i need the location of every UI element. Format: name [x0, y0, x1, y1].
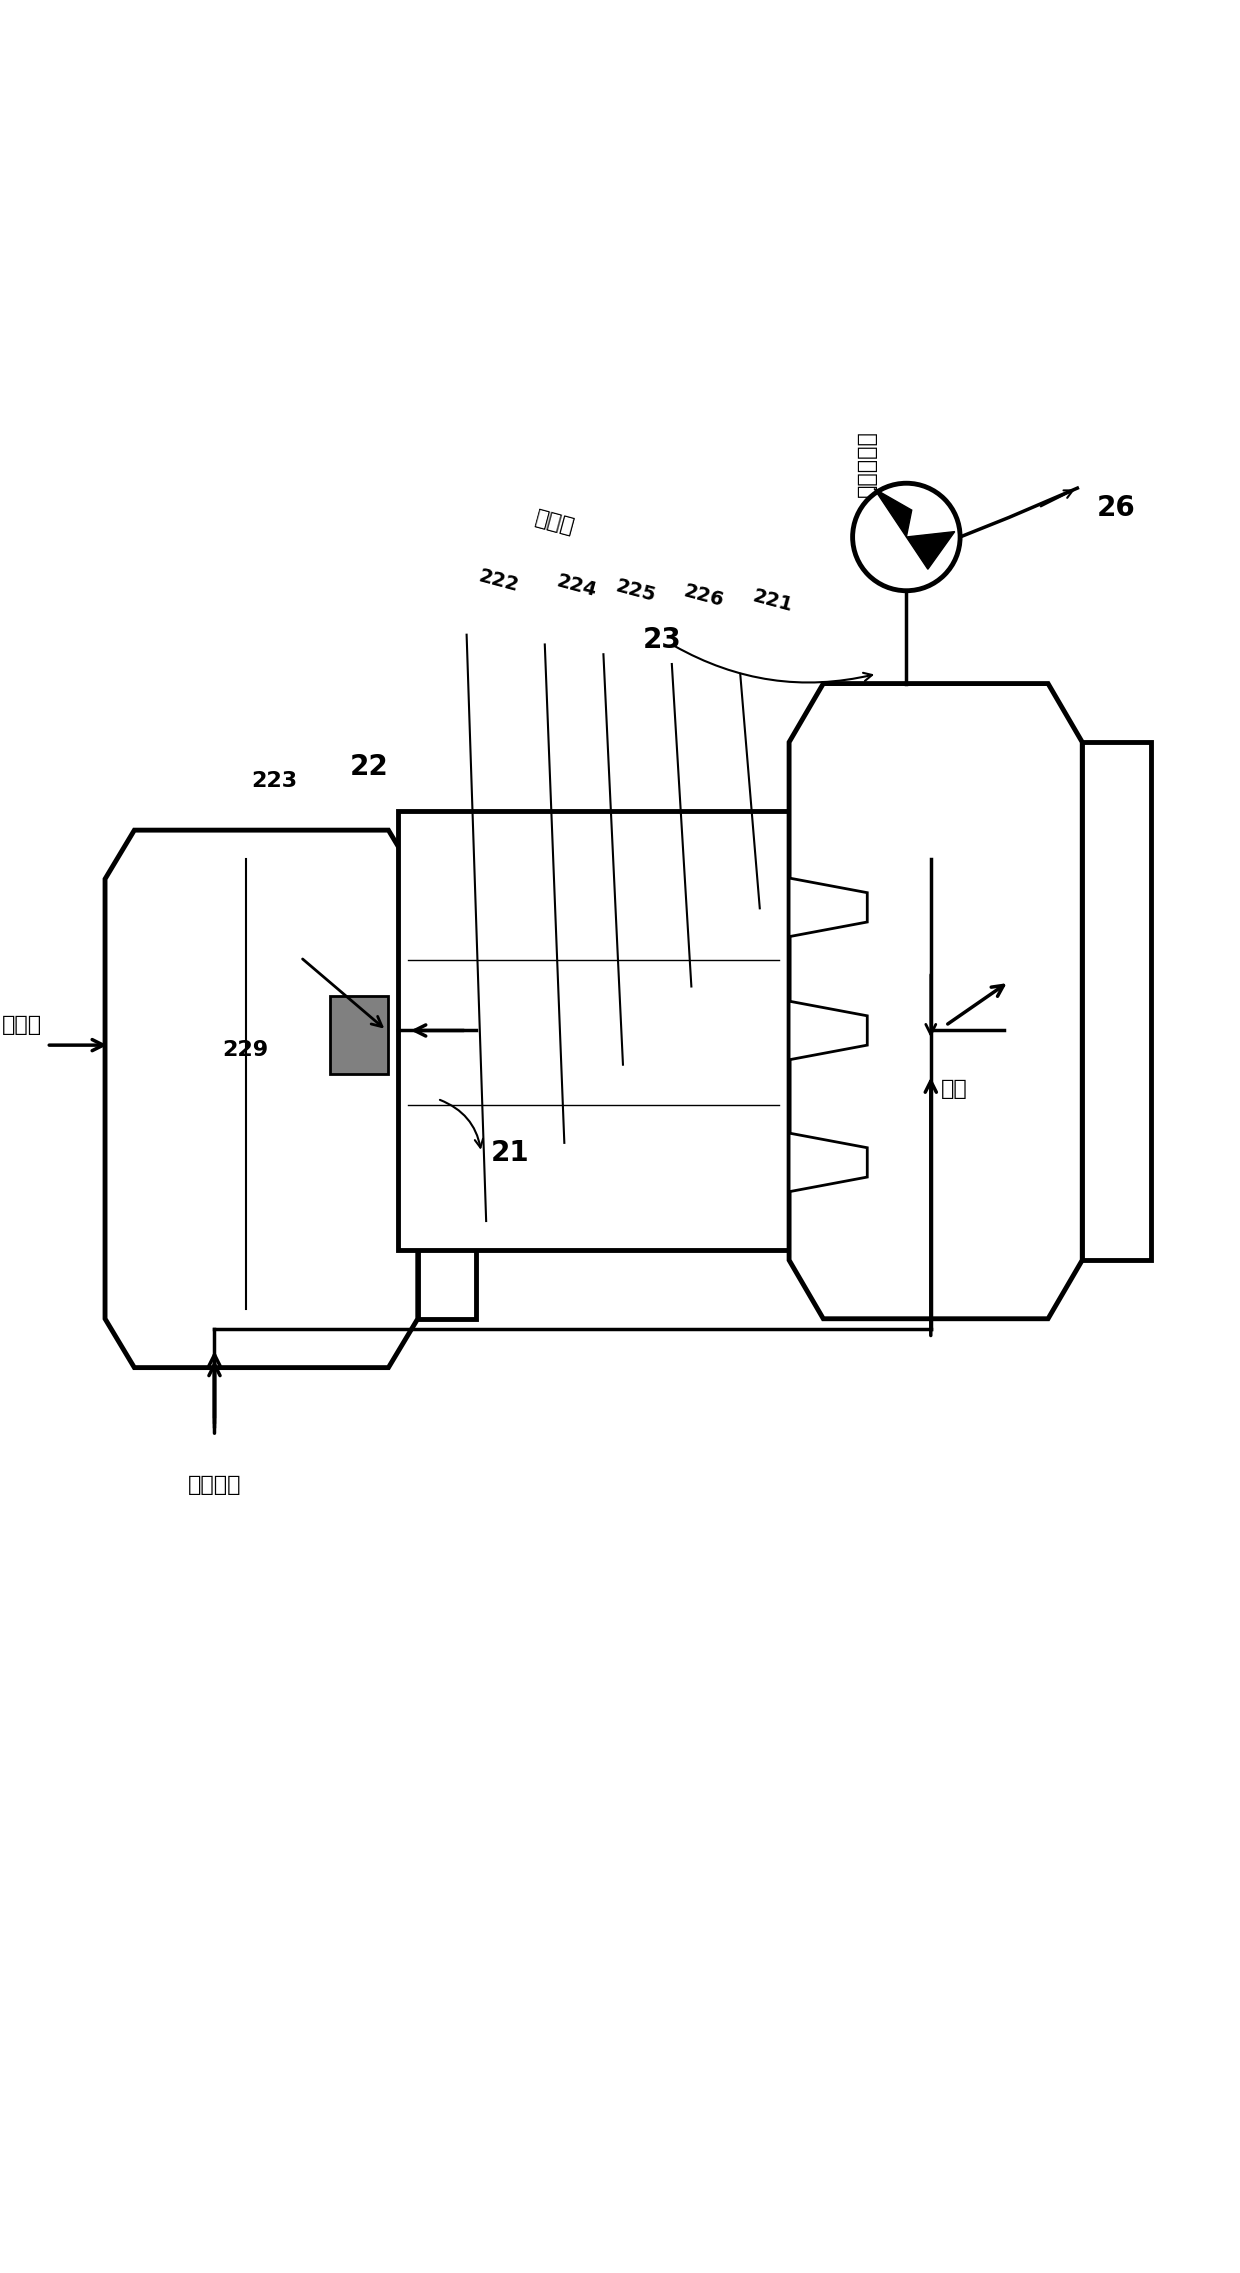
Text: 26: 26 — [1097, 493, 1136, 523]
FancyBboxPatch shape — [496, 830, 574, 1230]
FancyBboxPatch shape — [672, 830, 740, 1230]
FancyBboxPatch shape — [115, 898, 418, 977]
Text: 洗涤水: 洗涤水 — [1, 1016, 41, 1036]
FancyBboxPatch shape — [115, 1055, 418, 1105]
Polygon shape — [789, 1132, 867, 1191]
FancyBboxPatch shape — [799, 821, 1083, 898]
Text: 21: 21 — [491, 1139, 529, 1166]
Text: 23: 23 — [642, 627, 681, 655]
Text: 排出气体: 排出气体 — [187, 1475, 242, 1496]
FancyBboxPatch shape — [799, 1191, 1083, 1250]
FancyBboxPatch shape — [799, 909, 1083, 957]
FancyBboxPatch shape — [408, 830, 486, 1230]
FancyBboxPatch shape — [115, 1114, 418, 1230]
FancyBboxPatch shape — [799, 1046, 1083, 1084]
FancyBboxPatch shape — [799, 966, 1083, 1036]
Polygon shape — [906, 532, 955, 568]
Text: 还原剂: 还原剂 — [533, 507, 577, 536]
Text: 空气: 空气 — [941, 1080, 967, 1100]
Text: 22: 22 — [350, 752, 388, 782]
Text: 229: 229 — [222, 1039, 268, 1059]
Polygon shape — [874, 489, 911, 536]
Text: 排出至大气: 排出至大气 — [857, 430, 877, 498]
FancyBboxPatch shape — [115, 1241, 418, 1309]
FancyBboxPatch shape — [799, 752, 1083, 811]
Polygon shape — [789, 877, 867, 936]
Text: 221: 221 — [750, 586, 795, 616]
Circle shape — [853, 484, 960, 591]
Text: 226: 226 — [682, 582, 725, 609]
Text: 224: 224 — [554, 571, 599, 600]
FancyBboxPatch shape — [115, 986, 418, 1046]
Bar — [330, 996, 388, 1075]
Polygon shape — [105, 830, 418, 1368]
Bar — [1083, 743, 1151, 1259]
FancyBboxPatch shape — [799, 1093, 1083, 1182]
Text: 223: 223 — [252, 771, 298, 791]
Bar — [398, 811, 789, 1250]
Text: 222: 222 — [476, 566, 521, 596]
Bar — [867, 850, 926, 1212]
Text: 225: 225 — [614, 577, 657, 605]
Polygon shape — [789, 1000, 867, 1059]
Bar — [418, 880, 476, 1318]
FancyBboxPatch shape — [584, 830, 662, 1230]
Polygon shape — [789, 684, 1083, 1318]
